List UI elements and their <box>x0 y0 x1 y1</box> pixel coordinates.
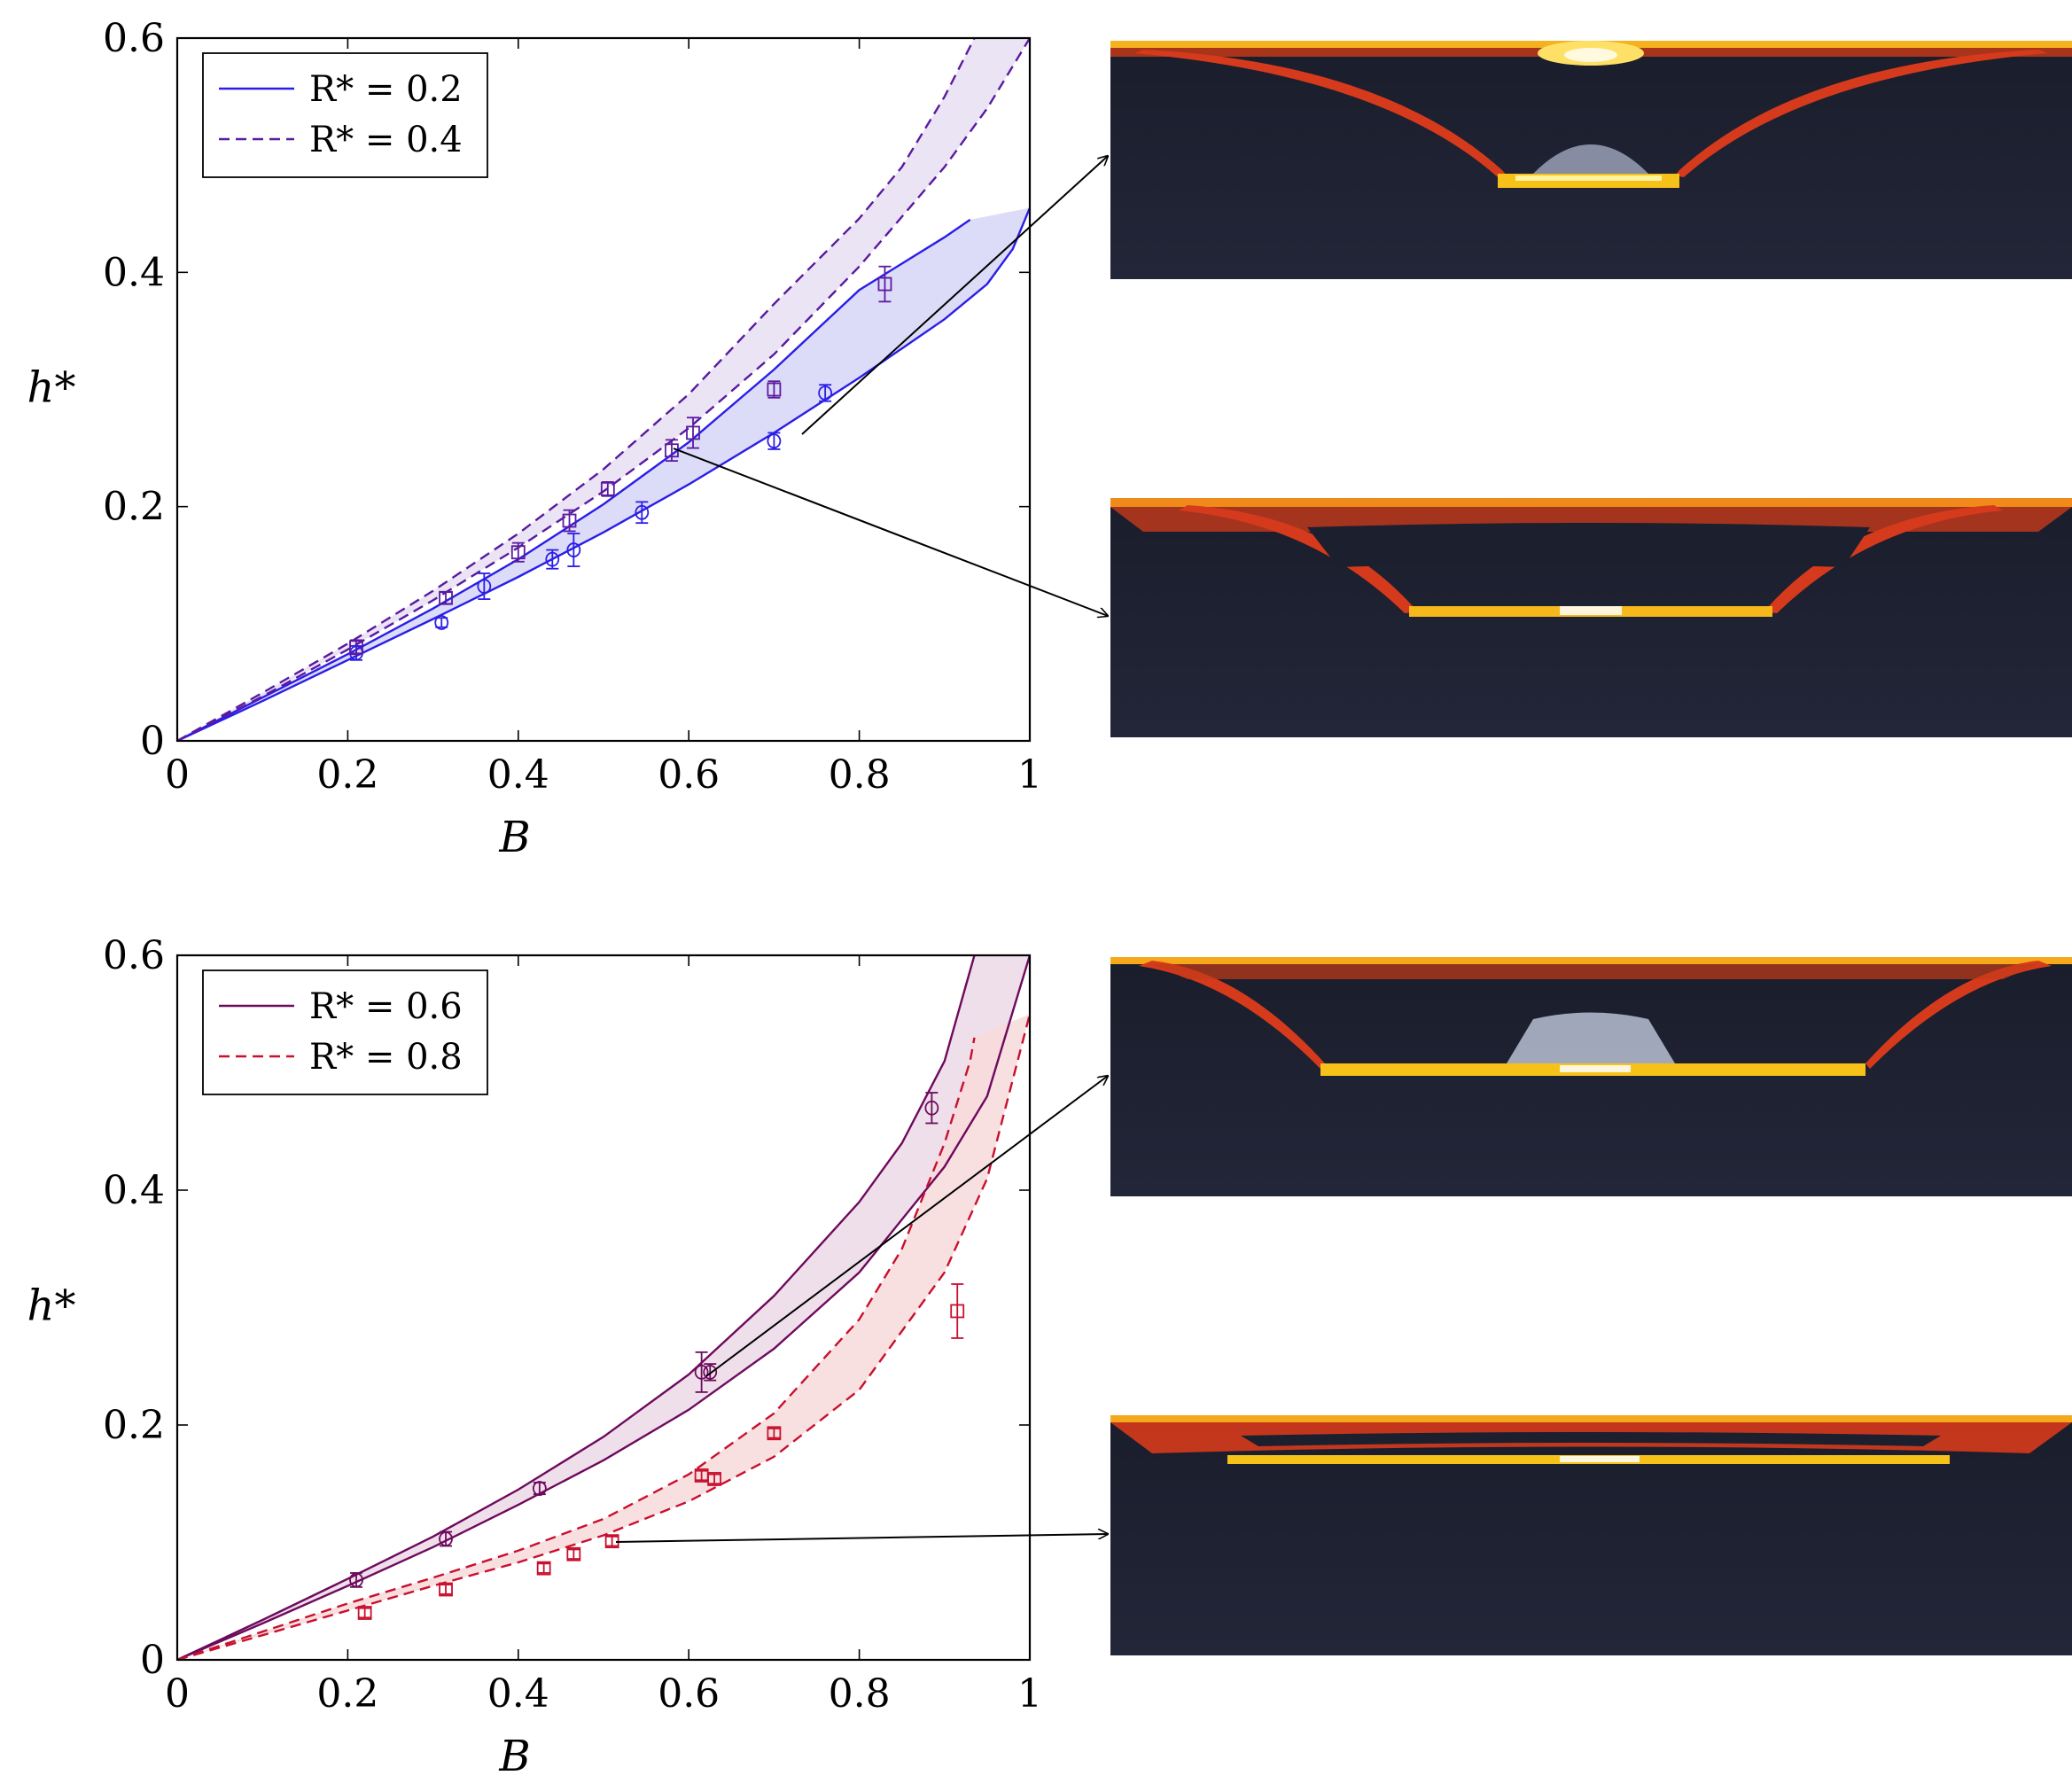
data-point <box>349 639 363 656</box>
curve-series-0-upper <box>177 218 971 741</box>
x-tick-label: 0.6 <box>658 1671 720 1717</box>
data-point <box>532 1481 547 1496</box>
data-point <box>600 481 615 497</box>
band-series-1 <box>177 38 1030 741</box>
data-point <box>767 1426 782 1441</box>
y-tick-label: 0 <box>140 1638 165 1683</box>
x-tick-label: 1 <box>1017 1671 1042 1717</box>
y-tick-label: 0.4 <box>103 250 165 295</box>
data-point <box>707 1472 721 1486</box>
plot-frame <box>175 36 1032 743</box>
x-tick-label: 0.2 <box>316 752 378 798</box>
data-point <box>877 265 892 303</box>
data-point <box>510 541 526 563</box>
data-point <box>767 380 782 399</box>
x-tick-label: 0.2 <box>316 1671 378 1717</box>
x-tick-label: 0 <box>165 752 190 798</box>
legend: R* = 0.2 R* = 0.4 <box>202 52 488 178</box>
legend-entry: R* = 0.4 <box>309 120 463 160</box>
y-axis-label: h* <box>27 1281 76 1331</box>
curve-series-0-lower <box>177 955 1030 1660</box>
data-point <box>434 615 449 630</box>
arrow-top-2 <box>673 448 1108 616</box>
legend-entry: R* = 0.2 <box>309 69 463 110</box>
data-point <box>694 1351 709 1393</box>
y-tick-label: 0.4 <box>103 1168 165 1213</box>
data-point <box>349 1572 363 1588</box>
curve-series-1-lower <box>177 1013 1030 1660</box>
x-axis-label: B <box>498 813 530 862</box>
y-tick-label: 0 <box>140 719 165 764</box>
curve-series-1-upper <box>177 1037 976 1660</box>
photo-top-2 <box>1110 498 2072 737</box>
y-tick-label: 0.6 <box>103 16 165 61</box>
y-tick-label: 0.2 <box>103 485 165 530</box>
x-tick-label: 0.4 <box>487 752 549 798</box>
x-tick-label: 0 <box>165 1671 190 1717</box>
curve-series-1-lower <box>177 38 1030 741</box>
data-point <box>477 572 492 600</box>
photo-top-1 <box>1110 41 2072 279</box>
legend-entry: R* = 0.8 <box>309 1037 463 1078</box>
data-point <box>439 590 453 605</box>
band-series-1 <box>177 1014 1030 1660</box>
data-point <box>635 501 650 525</box>
legend: R* = 0.6 R* = 0.8 <box>202 969 488 1095</box>
x-tick-label: 0.8 <box>829 752 891 798</box>
y-axis-label: h* <box>27 363 76 413</box>
x-tick-label: 1 <box>1017 752 1042 798</box>
data-point <box>566 1546 581 1561</box>
photo-bottom-2 <box>1110 1415 2072 1655</box>
band-series-0 <box>177 207 1030 741</box>
data-point <box>562 509 577 533</box>
data-point <box>703 1363 718 1382</box>
curve-series-1-upper <box>177 38 976 741</box>
plot-frame <box>175 954 1032 1662</box>
chart-bottom: 0 0.2 0.4 0.6 0.8 100.20.40.6Bh*R* = 0.6R* = … <box>27 933 1042 1781</box>
curve-series-0-upper <box>177 955 976 1660</box>
x-tick-label: 0.6 <box>658 752 720 798</box>
curve-series-0-lower <box>177 207 1030 741</box>
data-point <box>536 1561 551 1576</box>
arrow-bottom-2 <box>615 1534 1108 1543</box>
arrow-bottom-1 <box>705 1076 1108 1377</box>
data-point <box>665 439 679 463</box>
arrow-top-1 <box>801 156 1108 435</box>
arrows <box>615 156 1108 1543</box>
data-point <box>767 432 782 450</box>
data-point <box>818 384 833 402</box>
data-point <box>357 1606 372 1620</box>
data-point <box>686 417 700 449</box>
data-point <box>924 1092 939 1125</box>
photo-bottom-1 <box>1110 957 2072 1196</box>
y-tick-label: 0.6 <box>103 933 165 978</box>
data-point <box>566 533 581 567</box>
y-tick-label: 0.2 <box>103 1403 165 1448</box>
data-point <box>439 1530 453 1547</box>
data-point <box>545 549 560 570</box>
data-point <box>439 1582 453 1597</box>
chart-top: 0 0.2 0.4 0.6 0.8 100.20.40.6Bh*R* = 0.2R* = … <box>27 16 1042 862</box>
data-point <box>950 1283 965 1339</box>
x-axis-label: B <box>498 1732 530 1781</box>
x-tick-label: 0.8 <box>829 1671 891 1717</box>
legend-entry: R* = 0.6 <box>309 986 463 1027</box>
x-tick-label: 0.4 <box>487 1671 549 1717</box>
